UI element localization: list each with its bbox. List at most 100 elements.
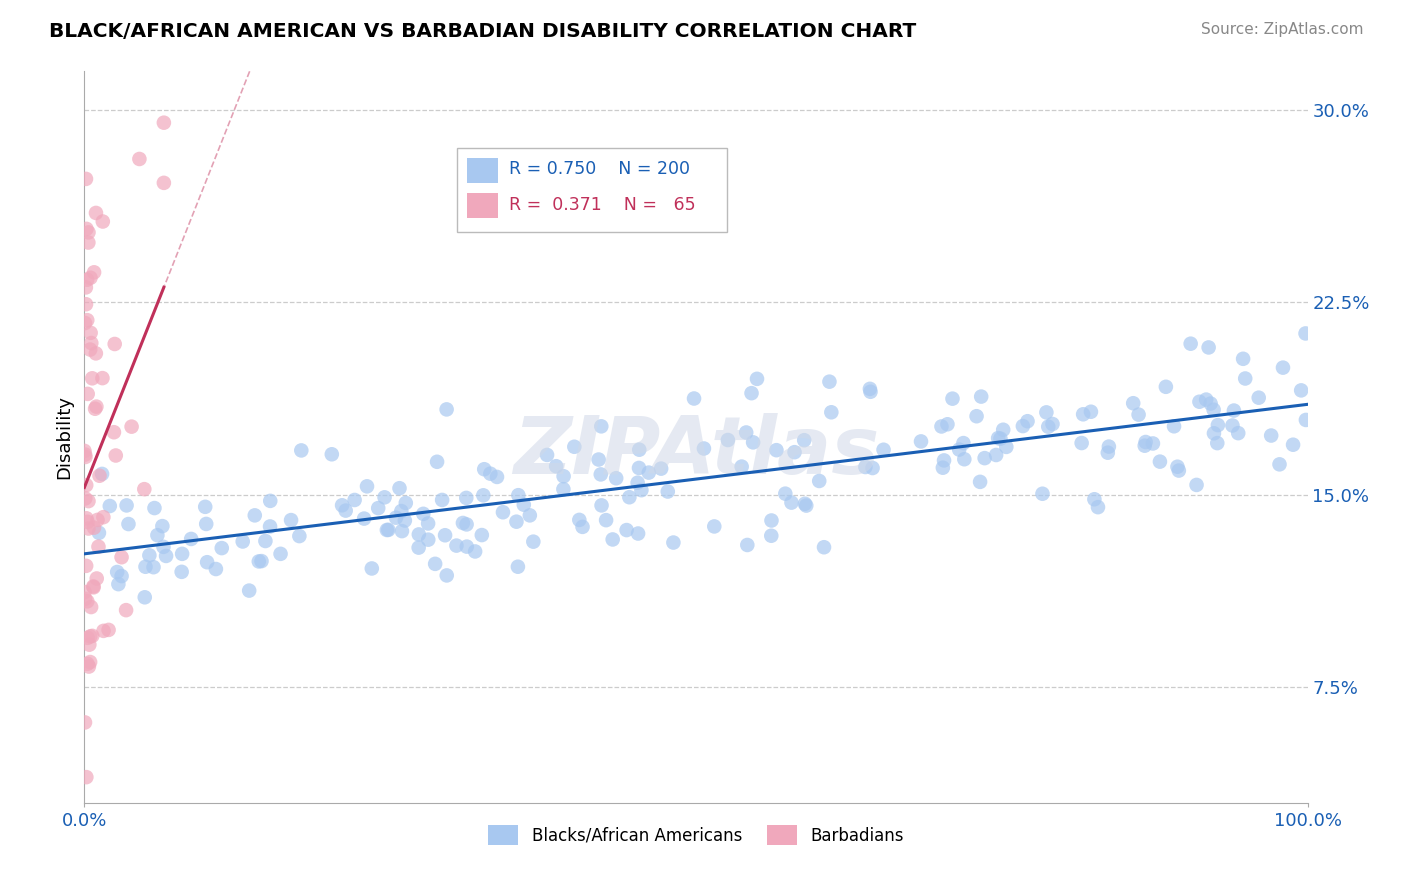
- Point: [80, 600, 103, 615]
- Point: [134, 482, 156, 496]
- Point: [471, 528, 494, 542]
- Point: [546, 459, 568, 474]
- Point: [76, 313, 98, 327]
- Point: [76, 273, 98, 287]
- Point: [79, 629, 101, 643]
- Point: [93, 624, 115, 638]
- Point: [775, 486, 797, 500]
- Point: [794, 499, 817, 513]
- Point: [91, 214, 114, 228]
- Point: [153, 116, 176, 130]
- Text: R = 0.750    N = 200: R = 0.750 N = 200: [509, 160, 690, 178]
- Point: [117, 516, 139, 531]
- Point: [356, 479, 378, 493]
- Point: [83, 521, 105, 535]
- Point: [86, 572, 108, 586]
- Point: [859, 384, 882, 399]
- Point: [693, 442, 716, 456]
- Point: [818, 375, 841, 389]
- Point: [436, 402, 458, 417]
- Point: [513, 498, 536, 512]
- Point: [536, 448, 558, 462]
- Point: [76, 387, 98, 401]
- Point: [568, 513, 591, 527]
- Point: [76, 657, 98, 671]
- Point: [153, 176, 176, 190]
- Point: [456, 517, 478, 532]
- Text: BLACK/AFRICAN AMERICAN VS BARBADIAN DISABILITY CORRELATION CHART: BLACK/AFRICAN AMERICAN VS BARBADIAN DISA…: [49, 22, 917, 41]
- Point: [595, 513, 617, 527]
- Point: [1234, 371, 1257, 385]
- Point: [83, 580, 105, 594]
- Point: [87, 540, 110, 554]
- Point: [1195, 392, 1218, 407]
- Point: [742, 435, 765, 450]
- Point: [506, 559, 529, 574]
- Point: [1142, 436, 1164, 450]
- Point: [288, 529, 311, 543]
- Point: [1185, 478, 1208, 492]
- Point: [77, 235, 100, 250]
- Point: [76, 594, 98, 608]
- Point: [104, 337, 127, 351]
- Point: [1180, 336, 1202, 351]
- Point: [820, 405, 842, 419]
- Point: [1012, 419, 1035, 434]
- Point: [152, 540, 174, 554]
- Point: [627, 475, 650, 490]
- Point: [910, 434, 932, 449]
- Point: [83, 265, 105, 279]
- Point: [150, 519, 173, 533]
- Point: [75, 450, 97, 464]
- Point: [619, 490, 641, 504]
- Point: [211, 541, 233, 555]
- Point: [1282, 438, 1305, 452]
- Point: [1149, 455, 1171, 469]
- Point: [1017, 414, 1039, 428]
- Point: [97, 623, 120, 637]
- Point: [990, 432, 1012, 446]
- Point: [1289, 384, 1312, 398]
- Point: [683, 392, 706, 406]
- Point: [745, 372, 768, 386]
- Point: [84, 206, 107, 220]
- Point: [280, 513, 302, 527]
- Point: [735, 425, 758, 440]
- Point: [1087, 500, 1109, 515]
- Point: [77, 226, 100, 240]
- Point: [146, 528, 169, 542]
- Point: [627, 461, 650, 475]
- Point: [479, 467, 502, 481]
- Point: [862, 461, 884, 475]
- Point: [91, 371, 114, 385]
- Point: [395, 496, 418, 510]
- Point: [813, 540, 835, 554]
- Point: [464, 544, 486, 558]
- Point: [75, 448, 97, 462]
- Point: [142, 560, 165, 574]
- Point: [254, 533, 277, 548]
- Point: [104, 449, 127, 463]
- Point: [1199, 396, 1222, 410]
- Point: [79, 343, 101, 357]
- Point: [82, 629, 104, 643]
- Point: [73, 443, 96, 458]
- Point: [128, 152, 150, 166]
- Point: [1188, 394, 1211, 409]
- Point: [80, 336, 103, 351]
- Point: [717, 433, 740, 447]
- Point: [110, 550, 132, 565]
- Point: [418, 533, 440, 547]
- Point: [143, 501, 166, 516]
- Point: [75, 558, 97, 573]
- Legend: Blacks/African Americans, Barbadians: Blacks/African Americans, Barbadians: [479, 817, 912, 853]
- Point: [138, 549, 160, 563]
- Point: [793, 497, 815, 511]
- Point: [367, 501, 389, 516]
- Point: [412, 507, 434, 521]
- Point: [232, 534, 254, 549]
- Point: [270, 547, 292, 561]
- Point: [195, 516, 218, 531]
- Point: [238, 583, 260, 598]
- Point: [247, 554, 270, 568]
